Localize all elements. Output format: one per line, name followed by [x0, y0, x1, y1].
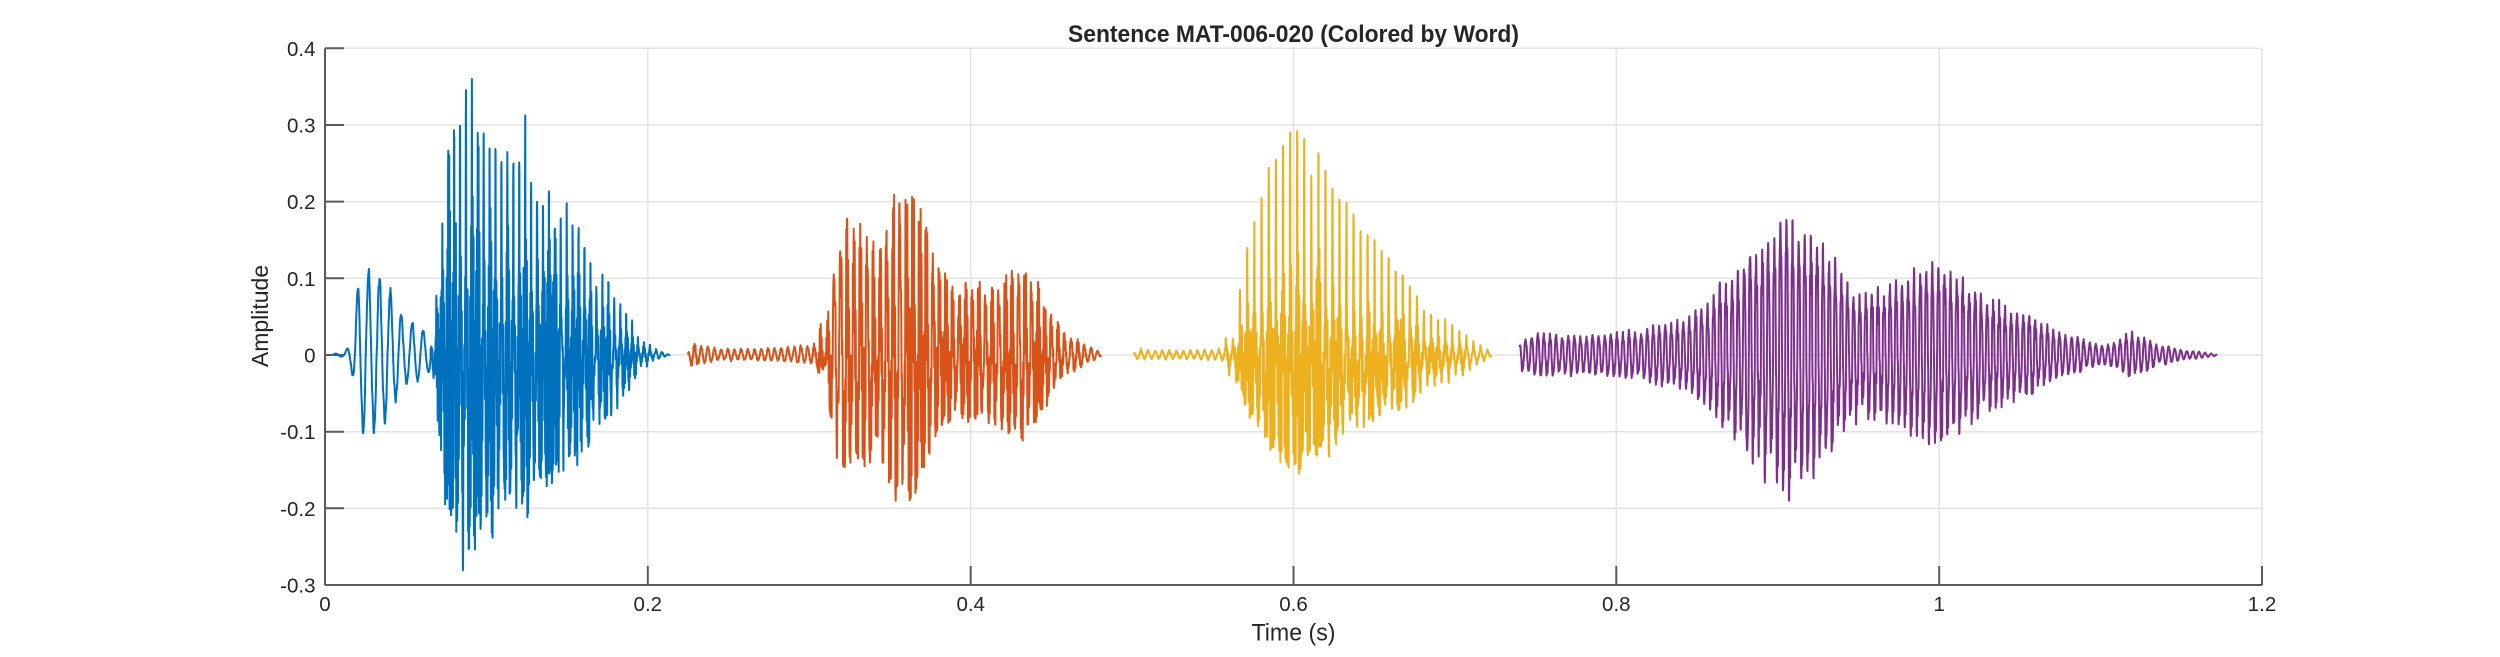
svg-text:-0.1: -0.1: [280, 421, 315, 444]
svg-text:0.6: 0.6: [1279, 593, 1308, 616]
svg-text:-0.2: -0.2: [280, 498, 315, 521]
svg-text:0.4: 0.4: [287, 38, 316, 61]
svg-text:Time (s): Time (s): [1252, 620, 1336, 647]
svg-text:-0.3: -0.3: [280, 575, 315, 598]
svg-text:0.1: 0.1: [287, 268, 316, 291]
svg-text:0.8: 0.8: [1602, 593, 1631, 616]
svg-text:1.2: 1.2: [2248, 593, 2277, 616]
svg-text:0.4: 0.4: [956, 593, 985, 616]
svg-text:1: 1: [1933, 593, 1944, 616]
svg-text:0.3: 0.3: [287, 115, 316, 138]
svg-text:Sentence MAT-006-020 (Colored: Sentence MAT-006-020 (Colored by Word): [1068, 21, 1519, 48]
svg-text:Amplitude: Amplitude: [247, 265, 273, 367]
svg-text:0.2: 0.2: [634, 593, 663, 616]
svg-text:0: 0: [319, 593, 330, 616]
svg-text:0.2: 0.2: [287, 191, 316, 214]
svg-text:0: 0: [304, 345, 315, 368]
